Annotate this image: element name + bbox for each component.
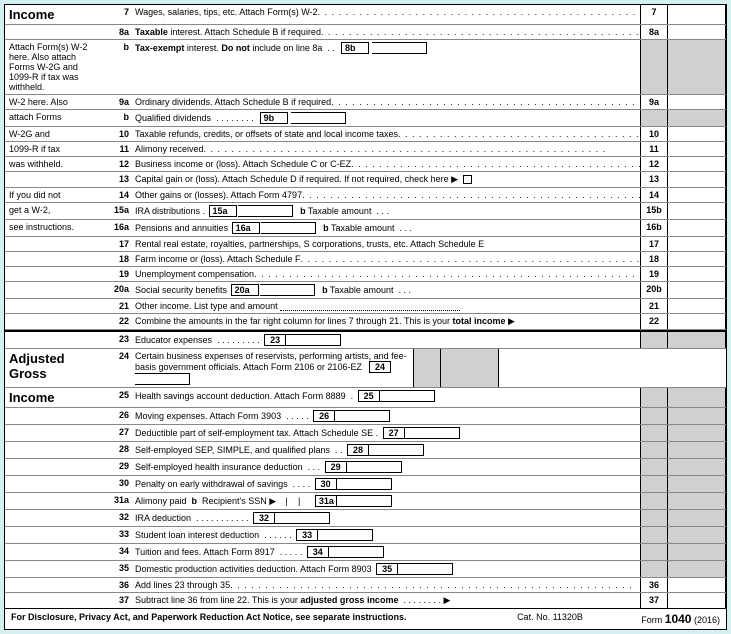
agi-title: AdjustedGross	[5, 349, 105, 387]
amount-field[interactable]	[668, 237, 726, 251]
line-desc: Wages, salaries, tips, etc. Attach Form(…	[133, 5, 640, 24]
side-instructions: Attach Form(s) W-2 here. Also attach For…	[5, 40, 105, 94]
checkbox[interactable]	[463, 175, 472, 184]
form-footer: For Disclosure, Privacy Act, and Paperwo…	[5, 608, 726, 629]
amount-field[interactable]	[668, 188, 726, 202]
amount-field[interactable]	[668, 203, 726, 219]
amount-field[interactable]	[668, 252, 726, 266]
income-title: Income	[5, 5, 105, 24]
line-num: 7	[105, 5, 133, 24]
amount-field[interactable]	[668, 95, 726, 109]
amount-field[interactable]	[668, 127, 726, 141]
amount-field[interactable]	[668, 157, 726, 171]
amount-field[interactable]	[668, 299, 726, 313]
amount-field[interactable]	[668, 5, 726, 24]
amount-field[interactable]	[668, 314, 726, 329]
amount-field[interactable]	[291, 112, 346, 124]
amount-field[interactable]	[668, 267, 726, 281]
amount-field[interactable]	[668, 25, 726, 39]
amount-field[interactable]	[668, 172, 726, 187]
amount-field[interactable]	[372, 42, 427, 54]
form-1040-section: Income 7 Wages, salaries, tips, etc. Att…	[4, 4, 727, 630]
amount-field[interactable]	[668, 282, 726, 298]
amount-field[interactable]	[668, 593, 726, 608]
amount-field[interactable]	[668, 142, 726, 156]
amount-label: 7	[640, 5, 668, 24]
amount-field[interactable]	[668, 578, 726, 592]
amount-field[interactable]	[668, 220, 726, 236]
